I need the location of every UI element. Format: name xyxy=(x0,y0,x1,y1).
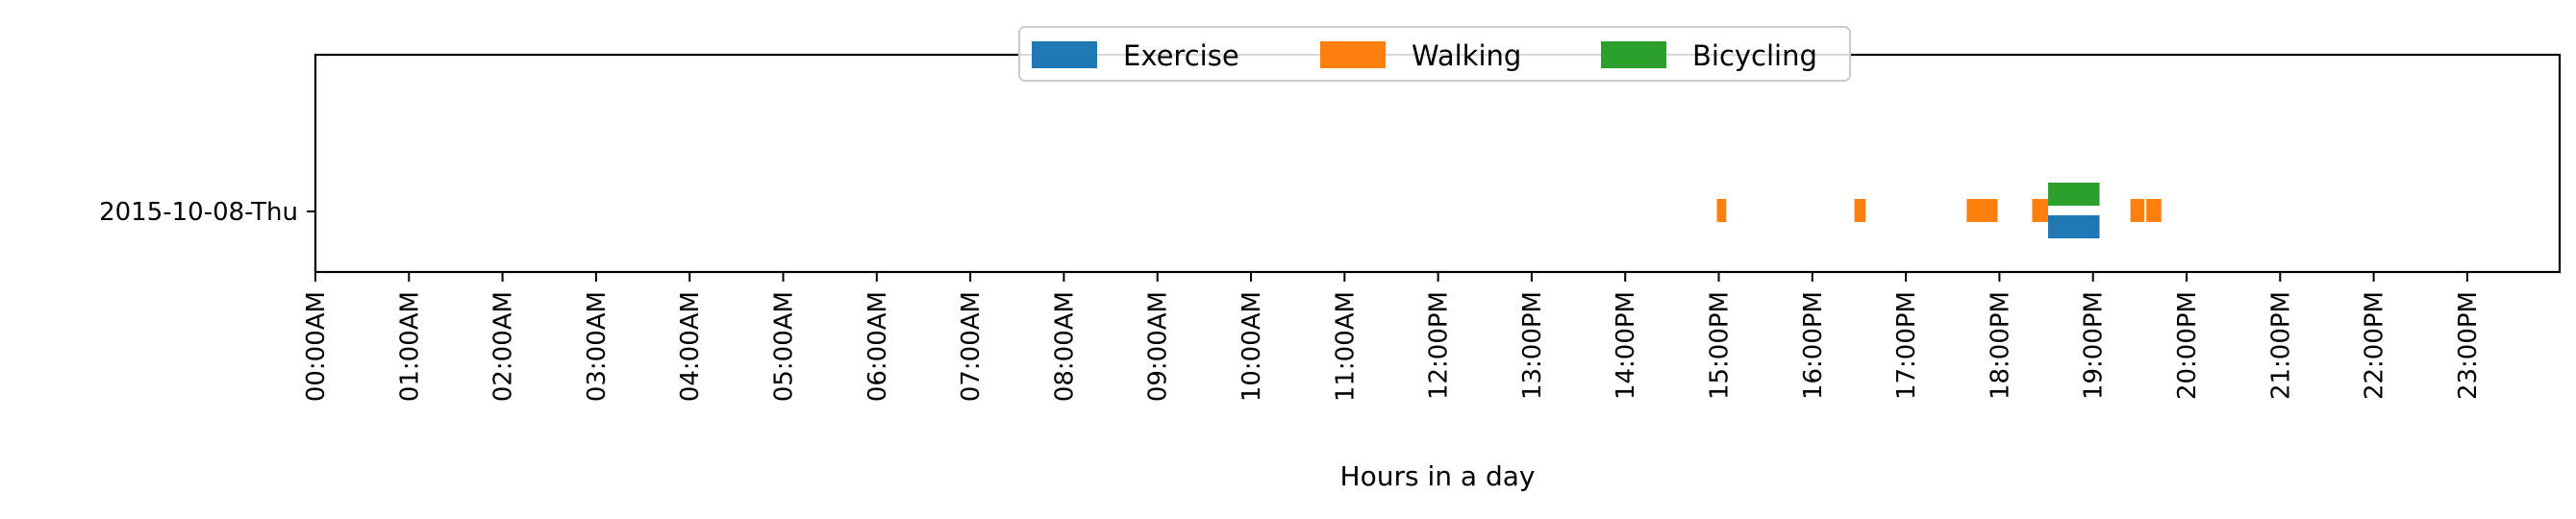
x-tick-label: 15:00PM xyxy=(1706,291,1735,400)
x-tick-label: 18:00PM xyxy=(1986,291,2014,400)
x-tick-label: 11:00AM xyxy=(1331,291,1360,402)
x-tick-label: 19:00PM xyxy=(2080,291,2109,400)
legend-swatch-bicycling xyxy=(1601,41,1666,68)
legend-swatch-exercise xyxy=(1032,41,1097,68)
x-axis: 00:00AM 01:00AM 02:00AM 03:00AM 04:00AM 05:00… xyxy=(302,272,2483,402)
bar-walking-0 xyxy=(1716,199,1727,222)
bar-walking-1 xyxy=(1854,199,1866,222)
x-tick-label: 04:00AM xyxy=(676,291,705,402)
x-tick-label: 22:00PM xyxy=(2361,291,2389,400)
x-tick-label: 13:00PM xyxy=(1518,291,1547,400)
x-tick-label: 02:00AM xyxy=(489,291,518,402)
bar-walking-3 xyxy=(2032,199,2048,222)
x-tick-label: 05:00AM xyxy=(770,291,799,402)
x-tick-label: 01:00AM xyxy=(395,291,424,402)
x-tick-label: 23:00PM xyxy=(2454,291,2483,400)
x-tick-label: 06:00AM xyxy=(863,291,892,402)
bar-walking-2 xyxy=(1966,199,1998,222)
x-tick-label: 20:00PM xyxy=(2173,291,2202,400)
legend-swatch-walking xyxy=(1320,41,1386,68)
x-tick-label: 03:00AM xyxy=(583,291,612,402)
x-tick-label: 21:00PM xyxy=(2266,291,2295,400)
x-tick-label: 17:00PM xyxy=(1892,291,1921,400)
legend-label-exercise: Exercise xyxy=(1123,39,1239,72)
legend: Exercise Walking Bicycling xyxy=(1018,26,1851,82)
x-axis-label: Hours in a day xyxy=(1340,460,1536,492)
x-tick-label: 07:00AM xyxy=(957,291,986,402)
x-tick-label: 12:00PM xyxy=(1425,291,1454,400)
y-axis: 2015-10-08-Thu xyxy=(99,198,315,227)
x-tick-label: 16:00PM xyxy=(1799,291,1828,400)
bar-bicycling-0 xyxy=(2047,183,2100,206)
bar-exercise-0 xyxy=(2047,215,2100,238)
x-tick-label: 14:00PM xyxy=(1612,291,1640,400)
x-tick-label: 08:00AM xyxy=(1050,291,1079,402)
bar-walking-4 xyxy=(2130,199,2145,222)
legend-label-walking: Walking xyxy=(1412,39,1521,72)
legend-label-bicycling: Bicycling xyxy=(1692,39,1817,72)
bars-layer xyxy=(1716,183,2162,238)
y-tick-label: 2015-10-08-Thu xyxy=(99,198,298,227)
bar-walking-5 xyxy=(2146,199,2162,222)
x-tick-label: 00:00AM xyxy=(302,291,331,402)
plot-area xyxy=(315,55,2560,272)
x-tick-label: 09:00AM xyxy=(1144,291,1173,402)
x-tick-label: 10:00AM xyxy=(1238,291,1266,402)
